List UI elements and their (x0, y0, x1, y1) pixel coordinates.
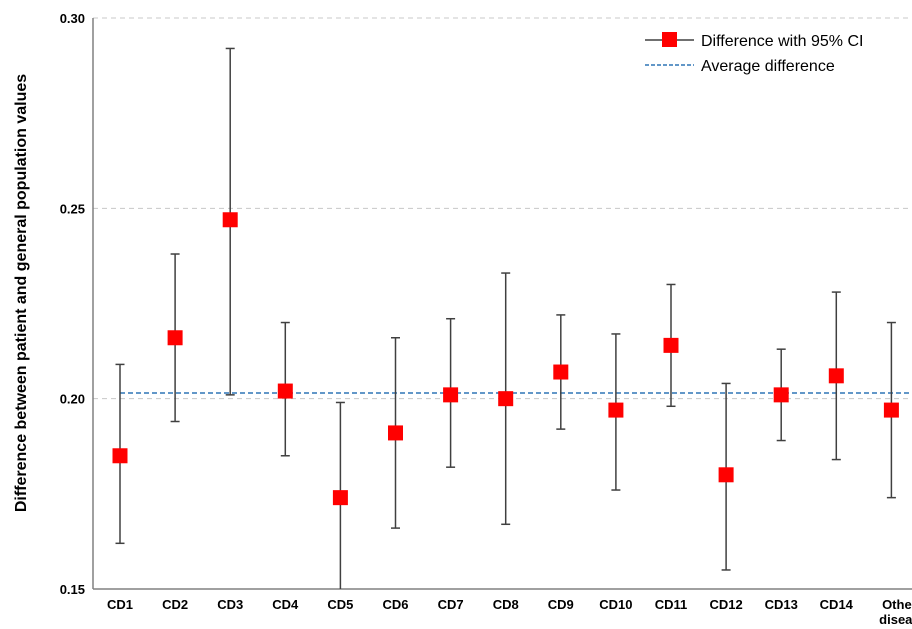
x-tick-label: CD4 (272, 597, 299, 612)
grid-lines (93, 17, 912, 400)
y-tick-label: 0.20 (60, 392, 85, 407)
data-point-marker (608, 402, 624, 418)
x-tick-label: CD6 (382, 597, 408, 612)
legend: Difference with 95% CI Average differenc… (645, 32, 863, 75)
data-point-marker (773, 387, 789, 403)
data-point-marker (112, 448, 128, 464)
x-tick-labels: CD1 CD2 CD3 CD4 CD5 CD6 CD7 CD8 CD9 CD10 CD11 CD12 C… (107, 597, 912, 627)
x-tick-label: CD11 (655, 597, 688, 612)
data-point-marker (332, 490, 348, 506)
error-bars (115, 47, 896, 589)
data-point-marker (663, 337, 679, 353)
x-tick-label: CD7 (438, 597, 464, 612)
x-tick-label: CD13 (765, 597, 798, 612)
legend-marker-swatch (662, 32, 677, 47)
x-tick-label: CD8 (493, 597, 519, 612)
data-point-marker (498, 391, 514, 407)
data-point-marker (222, 212, 238, 228)
x-tick-label: CD12 (709, 597, 742, 612)
data-markers (112, 212, 899, 506)
x-tick-label: CD10 (599, 597, 632, 612)
legend-label-difference: Difference with 95% CI (701, 33, 863, 50)
x-tick-label: CD5 (327, 597, 353, 612)
y-tick-label: 0.25 (60, 201, 85, 216)
y-tick-label: 0.15 (60, 582, 85, 597)
y-axis-label: Difference between patient and general p… (13, 74, 30, 512)
data-point-marker (167, 330, 183, 346)
data-point-marker (388, 425, 403, 441)
data-point-marker (828, 368, 844, 384)
x-tick-label: CD2 (162, 597, 188, 612)
x-tick-label: CD3 (217, 597, 243, 612)
data-point-marker (277, 383, 293, 399)
data-point-marker (718, 467, 734, 483)
data-point-marker (883, 402, 899, 418)
x-tick-label: Otherdiseas (879, 597, 912, 627)
y-tick-labels: 0.15 0.20 0.25 0.30 (60, 11, 85, 597)
x-tick-label: CD1 (107, 597, 133, 612)
data-point-marker (443, 387, 459, 403)
y-tick-label: 0.30 (60, 11, 85, 26)
legend-label-average: Average difference (701, 58, 835, 75)
x-tick-label: CD14 (820, 597, 854, 612)
data-point-marker (553, 364, 569, 380)
x-tick-label: CD9 (548, 597, 574, 612)
